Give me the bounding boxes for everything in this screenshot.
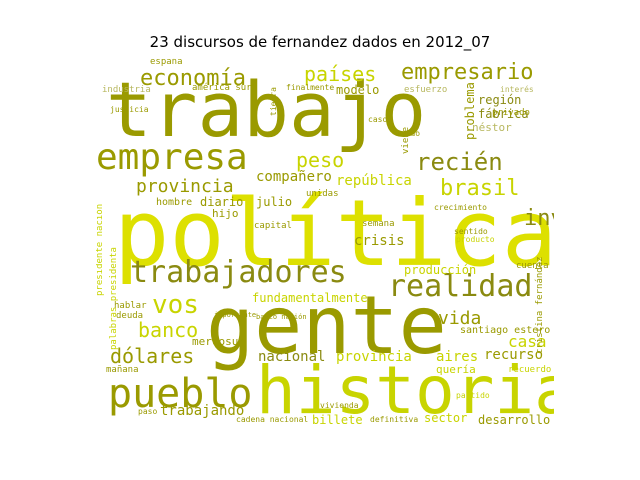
word-historia: historia [256, 352, 554, 428]
word-justicia: justicia [110, 105, 149, 114]
word-realidad: realidad [388, 269, 533, 304]
word-provincia: provincia [136, 176, 234, 197]
word-santiago: santiago estero [460, 325, 551, 336]
word-julio: julio [256, 195, 293, 209]
word-importante: importante [214, 311, 257, 319]
word-vos: vos [152, 290, 199, 320]
word-definitiva: definitiva [370, 415, 419, 424]
word-dolares: dólares [110, 344, 195, 368]
word-interes: interés [500, 85, 534, 94]
word-mundo: mundo [396, 129, 421, 138]
word-region: región [478, 93, 522, 107]
word-hijo: hijo [212, 207, 239, 220]
word-viene: viene [401, 126, 411, 154]
word-recien: recién [416, 148, 503, 176]
word-provincia-2: provincia [336, 349, 412, 365]
word-trabajo: trabajo [106, 65, 427, 154]
word-hablar: hablar [114, 301, 147, 311]
word-cristina: cristina fernández [535, 256, 545, 354]
word-fabrica: fábrica [478, 107, 529, 121]
word-mercosur: mercosur [192, 335, 245, 348]
word-paises: países [304, 62, 377, 86]
word-america: américa sur [192, 83, 252, 93]
word-deuda: deuda [116, 311, 144, 321]
word-crisis: crisis [354, 233, 405, 249]
word-partido: partido [456, 391, 490, 400]
word-economia: economía [140, 66, 246, 91]
word-queria: quería [436, 363, 476, 376]
word-produccion: producción [404, 263, 477, 277]
word-vida: vida [438, 308, 482, 329]
word-aires: aires [436, 349, 479, 365]
word-republica: república [336, 173, 412, 189]
page-title: 23 discursos de fernandez dados en 2012_… [149, 33, 491, 51]
word-empresa: empresa [96, 137, 248, 178]
word-empresario: empresario [401, 60, 534, 85]
word-producto: producto [456, 235, 495, 244]
word-modelo: modelo [336, 83, 380, 97]
word-cloud: trabajo política gente historia pueblo e… [96, 58, 554, 428]
word-companero: compañero [256, 169, 332, 185]
word-banco: banco [138, 318, 199, 342]
word-brasil: brasil [440, 176, 520, 201]
word-trabajando: trabajando [160, 403, 245, 419]
word-inversion: inversión [524, 206, 554, 231]
word-tierra: tierra [269, 87, 278, 116]
word-semana: semana [362, 219, 395, 229]
word-sentido: sentido [454, 227, 488, 236]
word-hombre: hombre [156, 197, 193, 208]
word-problema: problema [463, 82, 477, 140]
word-palabras: palabras presidenta [109, 247, 119, 350]
word-manana: mañana [106, 365, 139, 375]
word-desarrollo: desarrollo [478, 413, 551, 427]
word-finalmente: finalmente [286, 83, 335, 92]
word-vivienda: vivienda [320, 401, 359, 410]
word-crecimiento: crecimiento [434, 203, 487, 212]
word-gente: gente [206, 279, 447, 372]
word-cuenta: cuenta [516, 261, 549, 271]
word-nacional: nacional [258, 349, 326, 365]
word-privado: privado [492, 108, 530, 118]
word-cadena: cadena nacional [236, 415, 309, 424]
word-nestor: néstor [472, 121, 512, 134]
word-casa: casa [508, 332, 547, 351]
word-paso: paso [138, 407, 158, 416]
word-politica: política [114, 180, 554, 287]
word-peso: peso [296, 148, 345, 172]
word-banco-nacion: banco nación [256, 313, 307, 321]
word-capital: capital [254, 221, 292, 231]
word-presidente: presidente nación [96, 203, 105, 296]
word-industria: industria [102, 85, 151, 95]
word-pueblo: pueblo [108, 371, 253, 417]
word-trabajadores: trabajadores [130, 255, 347, 290]
word-sector: sector [424, 411, 468, 425]
word-diario: diario [200, 195, 244, 209]
word-unidas: unidas [306, 189, 339, 199]
word-espana: españa [150, 58, 183, 67]
word-caso: caso [368, 115, 388, 124]
word-esfuerzo: esfuerzo [404, 85, 448, 95]
word-fundamentalmente: fundamentalmente [252, 291, 368, 305]
word-recuerdo: recuerdo [508, 365, 552, 375]
word-billete: billete [312, 413, 363, 427]
word-recurso: recurso [484, 347, 544, 363]
